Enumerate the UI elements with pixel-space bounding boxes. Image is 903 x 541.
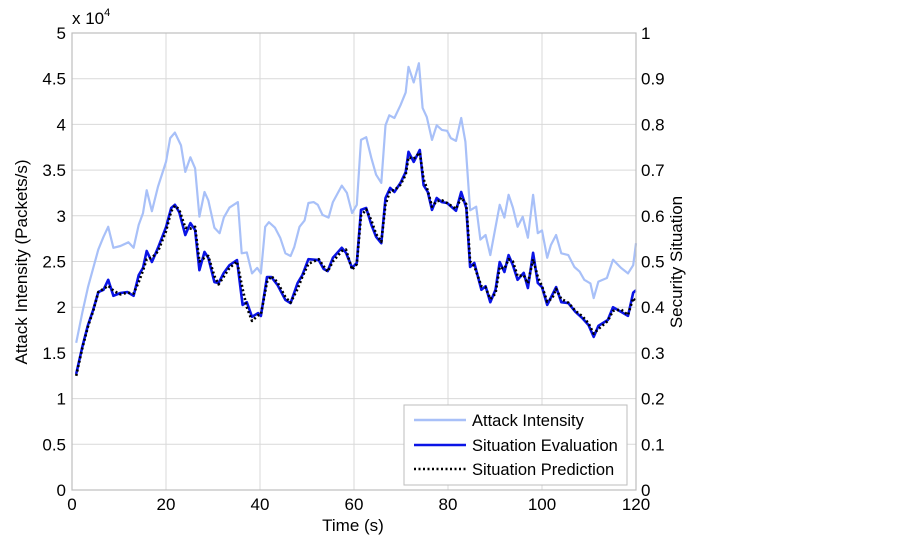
legend-label-situation-evaluation: Situation Evaluation [472,437,618,455]
y-multiplier-base: x 10 [72,9,104,28]
y-tick-label-left: 0 [57,481,66,500]
x-tick-label: 60 [345,495,364,514]
y-tick-label-right: 0.7 [641,161,665,180]
attack-intensity-line [75,62,638,344]
legend-label-attack-intensity: Attack Intensity [472,412,585,430]
y-tick-label-right: 1 [641,24,650,43]
grid-lines [72,33,636,490]
y-tick-label-right: 0.9 [641,70,665,89]
x-axis-label: Time (s) [322,516,384,535]
y-tick-label-left: 2.5 [42,253,66,272]
y-tick-label-right: 0 [641,481,650,500]
legend-label-situation-prediction: Situation Prediction [472,461,614,479]
y-tick-label-left: 2 [57,298,66,317]
x-tick-label: 100 [528,495,556,514]
legend: Attack Intensity Situation Evaluation Si… [403,404,628,486]
y-tick-label-left: 1 [57,390,66,409]
y-tick-label-left: 4.5 [42,70,66,89]
x-tick-label: 80 [439,495,458,514]
plot-frame [71,32,637,491]
y-axis-right-label: Security Situation [667,196,686,328]
y-tick-label-right: 0.6 [641,207,665,226]
y-tick-label-right: 0.8 [641,115,665,134]
y-tick-label-right: 0.4 [641,298,665,317]
x-tick-label: 120 [622,495,650,514]
y-tick-label-right: 0.5 [641,253,665,272]
situation-prediction-line [74,151,638,377]
y-multiplier-label: x 104 [72,7,110,28]
y-tick-label-left: 4 [57,115,66,134]
series-layer [74,62,638,377]
y-tick-label-right: 0.3 [641,344,665,363]
x-tick-label: 40 [251,495,270,514]
y-tick-label-left: 0.5 [42,435,66,454]
y-tick-label-left: 5 [57,24,66,43]
y-axis-left-label: Attack Intensity (Packets/s) [12,159,31,364]
x-tick-label: 20 [157,495,176,514]
y-tick-label-left: 3.5 [42,161,66,180]
y-tick-label-right: 0.2 [641,390,665,409]
y-tick-label-left: 3 [57,207,66,226]
tick-labels: 0 20 40 60 80 100 12000.511.522.533.544.5500.1… [42,24,664,514]
y-multiplier-exponent: 4 [104,7,110,19]
y-tick-label-right: 0.1 [641,435,665,454]
x-tick-label: 0 [67,495,76,514]
y-tick-label-left: 1.5 [42,344,66,363]
